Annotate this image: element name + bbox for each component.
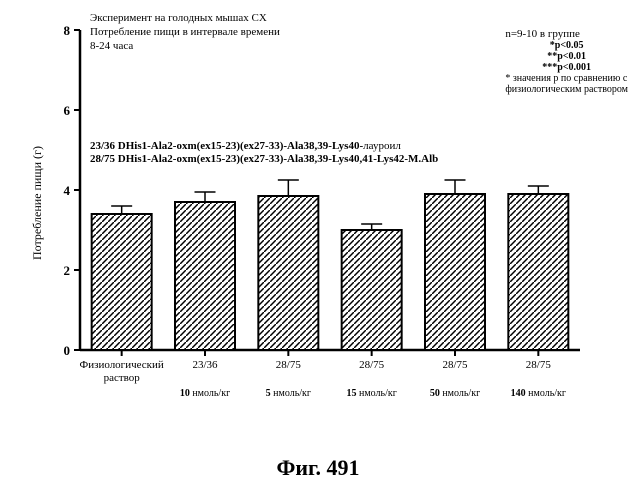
category-label: 23/36 <box>192 359 218 371</box>
dose-label: 50 нмоль/кг <box>430 388 480 399</box>
bar <box>92 214 152 350</box>
y-tick-label: 6 <box>64 103 71 118</box>
bar <box>508 194 568 350</box>
y-tick-label: 0 <box>64 343 71 358</box>
dose-label: 15 нмоль/кг <box>346 388 396 399</box>
chart: 0 2 4 6 8 Физиологическийраствор 23/36 10 нмоль… <box>0 0 636 420</box>
category-label: 28/75 <box>359 359 385 371</box>
y-tick-label: 8 <box>64 23 71 38</box>
dose-label: 10 нмоль/кг <box>180 388 230 399</box>
y-tick-label: 2 <box>64 263 71 278</box>
category-label: 28/75 <box>442 359 468 371</box>
bar <box>342 230 402 350</box>
category-label: Физиологический <box>80 359 164 371</box>
category-label: 28/75 <box>526 359 552 371</box>
dose-label: 140 нмоль/кг <box>511 388 566 399</box>
bar <box>258 196 318 350</box>
figure-caption: Фиг. 491 <box>0 455 636 481</box>
bar <box>175 202 235 350</box>
category-label-2: раствор <box>104 372 141 384</box>
dose-label: 5 нмоль/кг <box>266 388 311 399</box>
bar <box>425 194 485 350</box>
y-tick-label: 4 <box>64 183 71 198</box>
category-label: 28/75 <box>276 359 302 371</box>
